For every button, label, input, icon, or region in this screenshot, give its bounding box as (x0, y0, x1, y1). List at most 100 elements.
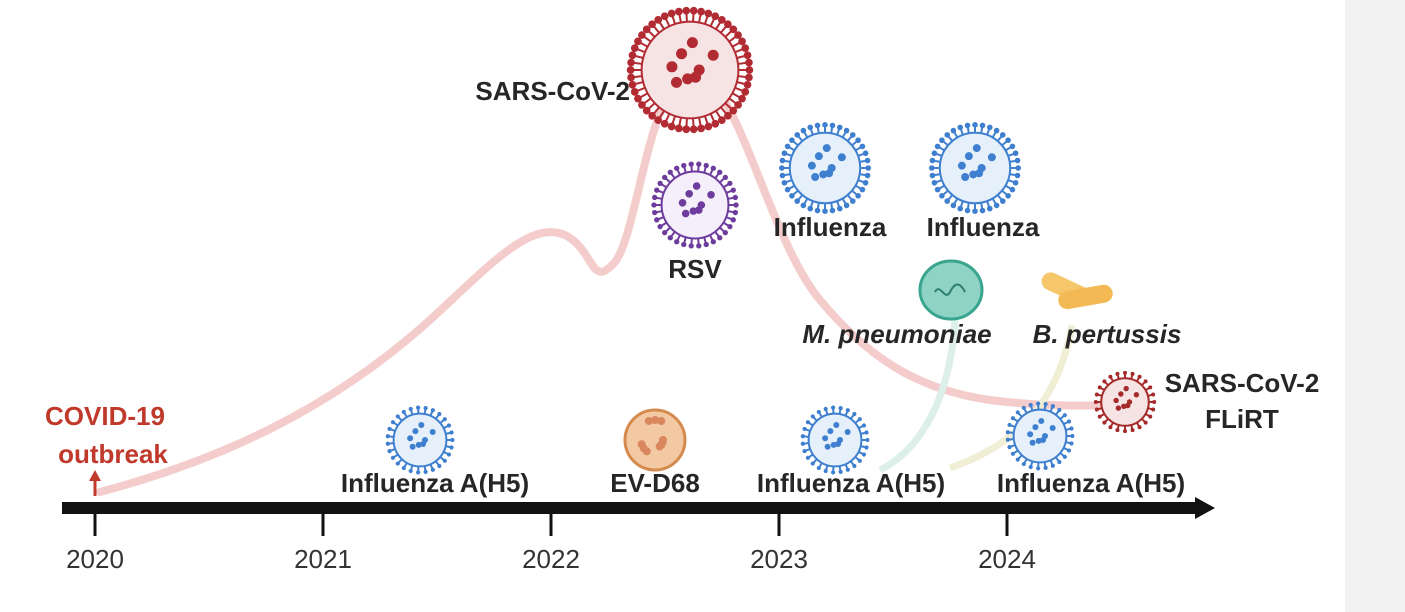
virus-dot (415, 441, 422, 448)
spike-head (1148, 385, 1153, 390)
spike-head (387, 426, 392, 432)
virus-dot (1049, 424, 1056, 431)
spike-head (654, 116, 663, 125)
spike-head (408, 468, 413, 474)
spike-head (1062, 454, 1067, 459)
spike-head (1015, 165, 1021, 171)
spike-head (1137, 374, 1142, 379)
spike-head (864, 157, 871, 164)
label: B. pertussis (1033, 319, 1182, 349)
spike-head (993, 202, 1000, 209)
spike-head (745, 66, 754, 74)
spike-head (957, 124, 964, 131)
spike-head (794, 132, 801, 138)
pertussis-rod (1058, 284, 1113, 310)
spike-head (807, 124, 814, 131)
spike-head (734, 101, 742, 109)
spike-head (864, 430, 869, 435)
spike-head (704, 122, 713, 131)
year-label: 2020 (66, 544, 124, 574)
spike-head (838, 405, 843, 411)
spike-head (416, 405, 421, 410)
ev-d68-dot (644, 416, 653, 425)
spike-head (810, 414, 815, 419)
spike-head (789, 137, 795, 144)
spike-head (1005, 137, 1011, 144)
label: outbreak (58, 439, 168, 469)
virus-dot (1032, 424, 1039, 431)
spike-head (651, 202, 657, 208)
virus-dot (987, 153, 996, 162)
spike-head (836, 124, 843, 131)
virus-dot (682, 73, 694, 85)
label: Influenza A(H5) (341, 468, 529, 498)
virus-dot (407, 435, 414, 442)
spike-head (634, 94, 642, 103)
spike-head (628, 80, 637, 89)
spike-head (638, 31, 646, 39)
spike-head (1143, 420, 1148, 425)
spike-head (805, 420, 811, 425)
spike-head (449, 430, 454, 435)
spike-head (730, 187, 736, 193)
spike-head (829, 207, 836, 214)
spike-head (861, 452, 867, 457)
spike-head (1009, 143, 1016, 150)
spike-head (697, 124, 705, 133)
spike-head (446, 452, 452, 457)
spike-head (1012, 179, 1019, 186)
virus-icon (929, 122, 1021, 214)
spike-head (450, 437, 455, 443)
spike-head (1094, 392, 1099, 397)
spike-head (423, 405, 428, 411)
spike-head (781, 179, 788, 186)
spike-head (667, 9, 676, 18)
spike-head (710, 239, 716, 245)
spike-head (1115, 371, 1120, 376)
spike-head (729, 25, 738, 34)
spike-head (704, 9, 713, 18)
spike-head (855, 137, 861, 144)
spike-head (865, 165, 871, 171)
ev-d68-dot (655, 442, 664, 451)
spike-head (675, 7, 683, 16)
spike-head (845, 408, 850, 413)
virus-dot (814, 152, 823, 161)
spike-head (950, 202, 957, 209)
spike-head (993, 127, 1000, 134)
virus-dot (822, 144, 831, 153)
spike-head (657, 180, 663, 187)
spike-head (944, 198, 951, 204)
ev-d68-dot (657, 417, 666, 426)
spike-head (674, 239, 680, 245)
spike-head (732, 209, 739, 216)
spike-head (689, 6, 698, 15)
spike-head (1015, 410, 1020, 415)
spike-head (648, 20, 656, 29)
spike-head (741, 88, 750, 96)
virus-body (660, 170, 730, 240)
trend-curve (96, 70, 1129, 496)
mycoplasma-dna (934, 283, 966, 296)
spike-head (743, 80, 752, 89)
spike-head (823, 468, 828, 474)
spike-head (430, 408, 435, 413)
spike-head (939, 192, 945, 199)
spike-head (717, 169, 723, 175)
spike-head (822, 208, 828, 214)
label: RSV (668, 254, 722, 284)
virus-dot (1115, 405, 1122, 411)
spike-head (657, 223, 663, 230)
spike-head (627, 58, 635, 67)
spike-head (745, 58, 753, 67)
spike-head (779, 172, 786, 179)
spike-head (674, 165, 680, 171)
virus-dot (1027, 431, 1034, 438)
spike-head (1007, 422, 1012, 428)
spike-head (688, 243, 694, 249)
spike-head (1102, 379, 1107, 384)
spike-head (682, 6, 691, 15)
spike-head (1115, 428, 1120, 433)
spike-head (401, 409, 406, 415)
spike-head (929, 172, 936, 179)
